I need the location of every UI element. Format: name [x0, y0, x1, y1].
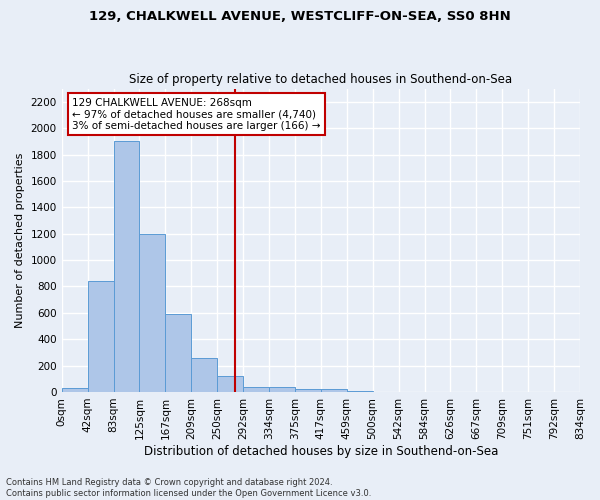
Bar: [113, 142, 139, 392]
Bar: [269, 388, 295, 392]
Bar: [166, 314, 191, 392]
Title: Size of property relative to detached houses in Southend-on-Sea: Size of property relative to detached ho…: [129, 73, 512, 86]
Bar: [321, 390, 347, 392]
Text: 129 CHALKWELL AVENUE: 268sqm
← 97% of detached houses are smaller (4,740)
3% of : 129 CHALKWELL AVENUE: 268sqm ← 97% of de…: [72, 98, 320, 131]
Bar: [243, 388, 269, 392]
Bar: [295, 388, 321, 392]
Text: Contains HM Land Registry data © Crown copyright and database right 2024.
Contai: Contains HM Land Registry data © Crown c…: [6, 478, 371, 498]
Bar: [88, 281, 113, 392]
Bar: [139, 234, 166, 392]
Bar: [62, 388, 88, 392]
Text: 129, CHALKWELL AVENUE, WESTCLIFF-ON-SEA, SS0 8HN: 129, CHALKWELL AVENUE, WESTCLIFF-ON-SEA,…: [89, 10, 511, 23]
Y-axis label: Number of detached properties: Number of detached properties: [15, 152, 25, 328]
Bar: [217, 376, 243, 392]
Bar: [191, 358, 217, 392]
X-axis label: Distribution of detached houses by size in Southend-on-Sea: Distribution of detached houses by size …: [143, 444, 498, 458]
